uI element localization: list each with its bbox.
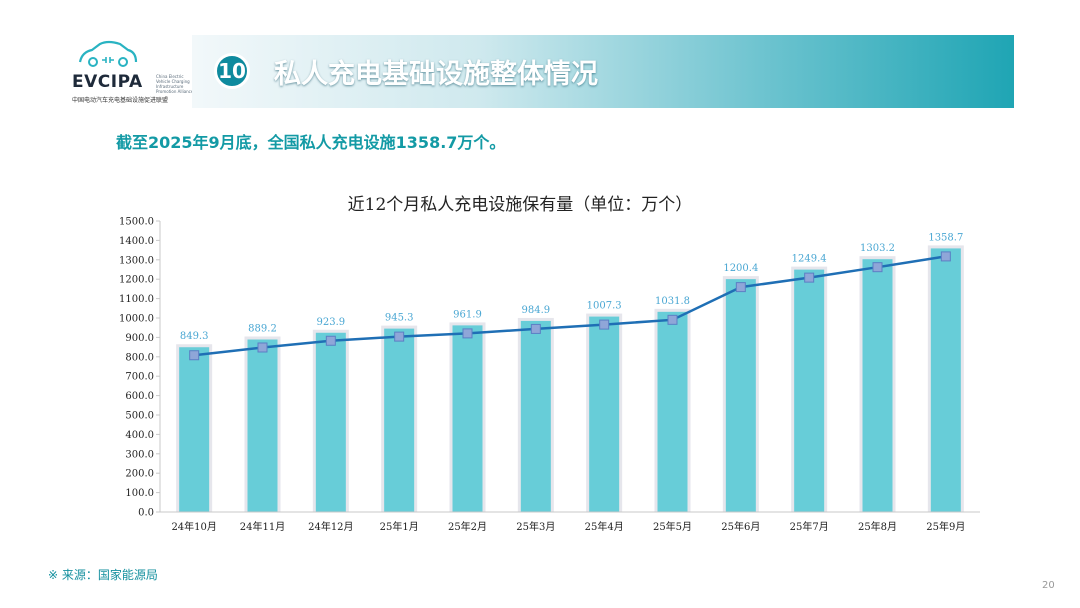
bar: [862, 259, 893, 512]
trend-point: [325, 335, 336, 346]
logo-chinese-name: 中国电动汽车充电基础设施促进联盟: [72, 97, 169, 104]
trend-point: [462, 328, 473, 339]
data-label: 984.9: [522, 305, 551, 316]
x-tick-label: 25年9月: [926, 520, 965, 533]
chart-title: 近12个月私人充电设施保有量（单位：万个）: [348, 195, 693, 215]
bar: [452, 325, 483, 512]
x-tick-label: 25年5月: [653, 520, 692, 533]
bar: [247, 339, 278, 512]
x-axis: 24年10月 24年11月 24年12月 25年1月 25年2月 25年3月 25年4月 25…: [160, 511, 980, 533]
trend-line: [189, 251, 951, 361]
bar: [179, 347, 210, 512]
x-tick-label: 25年2月: [448, 520, 487, 533]
header-banner: [192, 35, 1014, 108]
bar: [520, 320, 551, 512]
bar: [589, 316, 620, 512]
y-tick-label: 1200.0: [119, 275, 154, 286]
page-title: 私人充电基础设施整体情况: [274, 59, 598, 90]
source-note: ※ 来源：国家能源局: [48, 568, 158, 582]
y-tick-label: 200.0: [125, 469, 154, 480]
y-tick-label: 400.0: [125, 430, 154, 441]
bar: [315, 332, 346, 512]
car-plug-icon: [78, 40, 138, 67]
data-label: 1249.4: [792, 254, 827, 265]
trend-point: [394, 331, 405, 342]
y-tick-label: 1100.0: [119, 294, 154, 305]
x-tick-label: 25年6月: [721, 520, 760, 533]
holdings-bar-chart: 近12个月私人充电设施保有量（单位：万个） 0.0 100.0 200.0 300.0…: [119, 195, 980, 533]
bar: [384, 328, 415, 512]
y-tick-label: 700.0: [125, 372, 154, 383]
trend-point: [189, 350, 200, 361]
trend-point: [599, 319, 610, 330]
section-number-badge: 10: [214, 53, 250, 89]
x-tick-label: 24年10月: [171, 520, 216, 533]
y-tick-label: 0.0: [138, 508, 154, 519]
x-tick-label: 25年7月: [790, 520, 829, 533]
y-tick-label: 500.0: [125, 411, 154, 422]
data-labels: 849.3 889.2 923.9 945.3 961.9 984.9 1007.3 1031…: [180, 232, 963, 342]
evcipa-logo: EVCIPA China Electric Vehicle Charging I…: [68, 40, 193, 104]
y-tick-label: 900.0: [125, 333, 154, 344]
y-axis: 0.0 100.0 200.0 300.0 400.0 500.0 600.0 700.0 80…: [119, 217, 161, 519]
bar: [725, 279, 756, 512]
y-tick-label: 1000.0: [119, 314, 154, 325]
x-tick-label: 24年12月: [308, 520, 353, 533]
trend-point: [872, 262, 883, 273]
trend-polyline: [194, 255, 947, 357]
bars: [176, 245, 964, 512]
y-tick-label: 1400.0: [119, 236, 154, 247]
data-label: 889.2: [248, 323, 277, 334]
data-label: 1303.2: [860, 243, 895, 254]
trend-point: [735, 282, 746, 293]
y-tick-label: 300.0: [125, 449, 154, 460]
page-number: 20: [1042, 580, 1055, 591]
data-label: 1358.7: [928, 232, 963, 243]
data-label: 923.9: [317, 317, 346, 328]
data-label: 945.3: [385, 313, 414, 324]
x-tick-label: 25年4月: [585, 520, 624, 533]
x-tick-label: 25年8月: [858, 520, 897, 533]
trend-point: [940, 251, 951, 262]
summary-text: 截至2025年9月底，全国私人充电设施1358.7万个。: [116, 133, 506, 152]
data-label: 849.3: [180, 331, 209, 342]
x-tick-label: 25年1月: [380, 520, 419, 533]
trend-point: [804, 272, 815, 283]
trend-point: [530, 323, 541, 334]
data-label: 1031.8: [655, 296, 690, 307]
data-label: 1007.3: [587, 301, 622, 312]
bar: [794, 269, 825, 512]
x-tick-label: 24年11月: [240, 520, 285, 533]
trend-point: [257, 342, 268, 353]
bar: [930, 248, 961, 512]
bar: [657, 311, 688, 512]
y-tick-label: 1500.0: [119, 217, 154, 228]
logo-wordmark: EVCIPA: [72, 72, 143, 92]
data-label: 961.9: [453, 309, 482, 320]
logo-tagline: China Electric Vehicle Charging Infrastr…: [156, 74, 194, 94]
y-tick-label: 600.0: [125, 391, 154, 402]
y-tick-label: 100.0: [125, 488, 154, 499]
trend-point: [667, 314, 678, 325]
y-tick-label: 800.0: [125, 352, 154, 363]
data-label: 1200.4: [723, 263, 758, 274]
y-tick-label: 1300.0: [119, 255, 154, 266]
x-tick-label: 25年3月: [516, 520, 555, 533]
